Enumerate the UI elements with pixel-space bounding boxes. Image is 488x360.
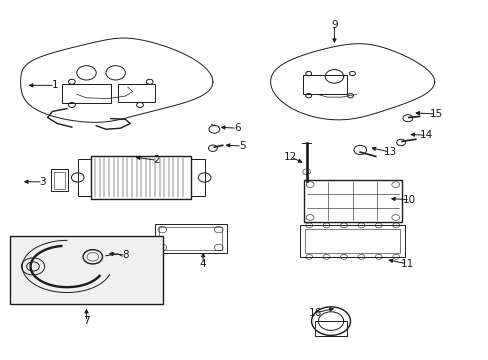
Bar bbox=[62, 84, 111, 103]
Text: 15: 15 bbox=[429, 109, 442, 119]
Bar bbox=[78, 159, 91, 196]
Bar bbox=[91, 157, 191, 199]
Text: 13: 13 bbox=[383, 147, 396, 157]
Bar bbox=[10, 237, 163, 304]
Text: 14: 14 bbox=[419, 130, 432, 140]
Text: 7: 7 bbox=[83, 316, 90, 326]
Text: 9: 9 bbox=[330, 19, 337, 30]
Text: 8: 8 bbox=[122, 250, 128, 260]
Text: 16: 16 bbox=[308, 308, 321, 318]
Bar bbox=[302, 75, 346, 94]
Text: 10: 10 bbox=[403, 195, 415, 204]
Bar bbox=[303, 180, 401, 222]
Text: 11: 11 bbox=[400, 259, 413, 269]
Text: 6: 6 bbox=[233, 123, 240, 133]
Bar bbox=[300, 225, 404, 257]
Bar bbox=[154, 224, 226, 253]
Bar bbox=[191, 159, 204, 196]
Bar bbox=[118, 84, 154, 102]
Text: 3: 3 bbox=[40, 177, 46, 187]
Bar bbox=[54, 172, 65, 189]
Bar bbox=[315, 321, 346, 336]
Text: 5: 5 bbox=[238, 141, 245, 151]
Bar bbox=[51, 169, 68, 192]
Text: 2: 2 bbox=[153, 156, 160, 165]
Text: 1: 1 bbox=[51, 80, 58, 90]
Bar bbox=[159, 227, 222, 250]
Text: 12: 12 bbox=[284, 152, 297, 162]
Text: 4: 4 bbox=[200, 259, 206, 269]
Bar bbox=[305, 229, 399, 253]
